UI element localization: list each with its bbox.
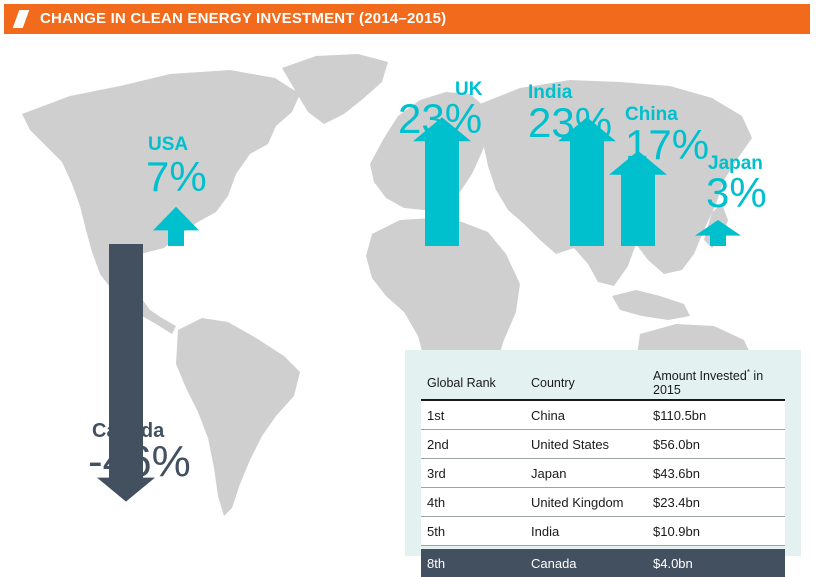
table-row: 4th United Kingdom $23.4bn: [421, 487, 785, 518]
rank-cell: 1st: [421, 400, 525, 431]
china-change: 17%: [625, 121, 710, 168]
india-change-arrow: [558, 117, 616, 246]
rank-cell: 2nd: [421, 429, 525, 460]
country-cell: United Kingdom: [525, 487, 647, 518]
japan-change-arrow: [695, 220, 741, 246]
chart-title: CHANGE IN CLEAN ENERGY INVESTMENT (2014–…: [40, 10, 447, 27]
country-cell: United States: [525, 429, 647, 460]
table-row: 5th India $10.9bn: [421, 516, 785, 547]
canada-label: Canada: [92, 420, 165, 442]
uk-label: UK: [455, 79, 483, 100]
amount-cell: $43.6bn: [647, 458, 785, 489]
country-cell: China: [525, 400, 647, 431]
amount-header-text: Amount Invested: [653, 369, 747, 384]
column-header-country: Country: [525, 362, 647, 402]
country-cell: Japan: [525, 458, 647, 489]
amount-cell: $4.0bn: [647, 549, 785, 577]
rank-cell: 5th: [421, 516, 525, 547]
table-row-highlight: 8th Canada $4.0bn: [421, 549, 785, 577]
north-america-landmass: [22, 70, 300, 334]
japan-change: 3%: [706, 169, 767, 216]
uk-change-arrow: [413, 117, 471, 246]
title-banner: CHANGE IN CLEAN ENERGY INVESTMENT (2014–…: [4, 4, 810, 34]
amount-cell: $10.9bn: [647, 516, 785, 547]
investment-ranking-panel: Global Rank Country Amount Invested* in …: [405, 350, 801, 577]
india-label: India: [528, 82, 573, 103]
country-cell: Canada: [525, 549, 647, 577]
table-spacer-row: [421, 545, 785, 550]
table-row: 3rd Japan $43.6bn: [421, 458, 785, 489]
canada-change-arrow: [97, 244, 155, 502]
table-row: 1st China $110.5bn: [421, 400, 785, 431]
amount-header-footnote-mark: *: [746, 368, 750, 377]
rank-cell: 4th: [421, 487, 525, 518]
rank-cell: 3rd: [421, 458, 525, 489]
uk-change: 23%: [398, 95, 483, 142]
japan-label: Japan: [708, 153, 763, 174]
india-change: 23%: [528, 99, 613, 146]
usa-label: USA: [148, 134, 189, 155]
spacer-cell: [421, 545, 785, 550]
china-label: China: [625, 104, 678, 125]
amount-cell: $110.5bn: [647, 400, 785, 431]
greenland-landmass: [282, 54, 388, 124]
asia-landmass: [480, 80, 752, 286]
table-row: 2nd United States $56.0bn: [421, 429, 785, 460]
usa-change: 7%: [146, 153, 207, 200]
southeast-asia-islands: [612, 290, 690, 320]
rank-cell: 8th: [421, 549, 525, 577]
usa-change-arrow: [153, 206, 199, 246]
amount-cell: $23.4bn: [647, 487, 785, 518]
country-cell: India: [525, 516, 647, 547]
column-header-rank: Global Rank: [421, 362, 525, 402]
column-header-amount: Amount Invested* in 2015: [647, 362, 785, 402]
china-change-arrow: [609, 150, 667, 246]
amount-cell: $56.0bn: [647, 429, 785, 460]
investment-ranking-table: Global Rank Country Amount Invested* in …: [421, 362, 785, 577]
south-america-landmass: [176, 318, 300, 516]
table-header-row: Global Rank Country Amount Invested* in …: [421, 362, 785, 402]
canada-change: -46%: [88, 437, 191, 486]
amount-header-suffix: in 2015: [653, 369, 764, 398]
